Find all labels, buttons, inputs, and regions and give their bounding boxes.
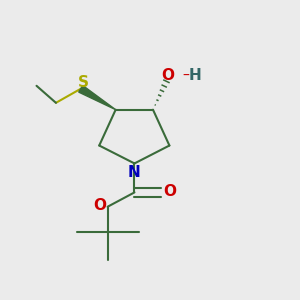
Polygon shape [79, 85, 116, 110]
Text: H: H [188, 68, 201, 83]
Text: O: O [93, 198, 106, 213]
Text: O: O [163, 184, 176, 199]
Text: O: O [161, 68, 174, 83]
Text: S: S [78, 75, 88, 90]
Text: N: N [128, 165, 141, 180]
Text: –: – [182, 69, 189, 83]
